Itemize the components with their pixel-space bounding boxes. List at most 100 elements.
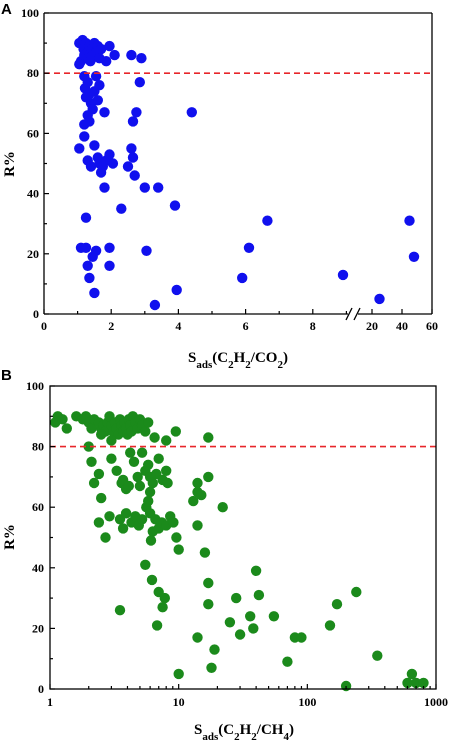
data-point <box>96 429 107 440</box>
data-point <box>149 432 160 443</box>
data-point <box>141 245 152 256</box>
panel-b-letter: B <box>1 367 12 384</box>
panel-a-y-axis-title: R% <box>2 151 18 177</box>
axis-title-part: S <box>194 722 202 738</box>
data-point <box>248 623 259 634</box>
data-point <box>94 80 105 91</box>
data-point <box>116 203 127 214</box>
y-tick-label: 0 <box>38 682 44 696</box>
y-tick-label: 40 <box>32 561 44 575</box>
axis-break-mark <box>345 307 353 321</box>
y-tick-label: 60 <box>32 500 44 514</box>
data-point <box>250 565 262 576</box>
data-point <box>253 589 265 601</box>
axis-title-part: ads <box>196 359 213 371</box>
data-point <box>173 668 184 680</box>
data-point <box>351 586 362 598</box>
axis-title-part: H <box>240 722 252 738</box>
data-point <box>408 251 420 262</box>
x-tick-label: 20 <box>366 319 378 333</box>
axis-title-part: 2 <box>245 359 251 371</box>
y-tick-label: 100 <box>21 6 39 20</box>
panel-a-points <box>74 34 420 311</box>
axis-title-part: /CH <box>256 722 284 738</box>
data-point <box>136 514 148 525</box>
axis-title-part: 2 <box>277 359 283 371</box>
axis-title-part: H <box>234 350 246 366</box>
x-tick-label: 0 <box>41 319 47 333</box>
data-point <box>171 532 182 543</box>
data-point <box>203 577 214 589</box>
data-point <box>89 140 100 151</box>
data-point <box>147 477 158 489</box>
data-point <box>101 56 112 67</box>
data-point <box>89 287 100 299</box>
data-point <box>192 520 203 531</box>
panel-a-letter: A <box>1 1 12 18</box>
data-point <box>136 447 148 458</box>
data-point <box>90 245 102 256</box>
axis-title-part: ads <box>202 731 219 743</box>
data-point <box>111 465 122 476</box>
x-tick-label: 1 <box>47 695 53 709</box>
data-point <box>109 49 120 61</box>
data-point <box>402 677 413 689</box>
data-point <box>324 620 336 631</box>
data-point <box>99 182 110 193</box>
data-point <box>106 453 117 464</box>
data-point <box>93 517 105 528</box>
data-point <box>99 107 110 118</box>
data-point <box>57 414 68 425</box>
data-point <box>127 116 139 127</box>
data-point <box>161 465 172 476</box>
data-point <box>122 161 134 172</box>
data-point <box>128 456 140 467</box>
axis-title-part: 2 <box>234 731 240 743</box>
axis-title-part: 2 <box>251 731 257 743</box>
data-point <box>88 477 100 489</box>
data-point <box>132 471 143 483</box>
x-tick-label: 2 <box>108 319 114 333</box>
data-point <box>92 95 104 106</box>
data-point <box>86 423 97 434</box>
data-point <box>245 611 256 622</box>
data-point <box>231 592 242 604</box>
data-point <box>206 662 217 673</box>
data-point <box>170 426 181 437</box>
data-point <box>296 632 307 643</box>
data-point <box>268 611 280 622</box>
data-point <box>100 532 111 543</box>
data-point <box>217 502 228 513</box>
data-point <box>143 495 154 507</box>
data-point <box>104 149 115 160</box>
data-point <box>192 477 203 489</box>
data-point <box>117 523 129 534</box>
axis-title-part: S <box>188 350 196 366</box>
data-point <box>192 632 203 643</box>
data-point <box>173 544 184 555</box>
data-point <box>123 480 134 492</box>
data-point <box>151 620 163 631</box>
data-point <box>126 49 137 61</box>
panel-a-x-axis-title: Sads(C2H2/CO2) <box>188 350 288 371</box>
data-point <box>169 200 181 211</box>
data-point <box>120 508 132 519</box>
data-point <box>418 677 429 689</box>
y-tick-label: 80 <box>32 440 44 454</box>
x-tick-label: 6 <box>243 319 249 333</box>
data-point <box>171 284 182 296</box>
axis-title-part: (C <box>218 722 234 738</box>
data-point <box>404 215 415 226</box>
data-point <box>95 43 107 55</box>
x-tick-label: 8 <box>310 319 316 333</box>
data-point <box>126 143 137 154</box>
data-point <box>282 656 293 667</box>
data-point <box>61 423 72 434</box>
data-point <box>186 107 197 118</box>
data-point <box>153 453 164 464</box>
data-point <box>234 629 246 640</box>
data-point <box>125 447 136 458</box>
data-point <box>331 599 343 610</box>
data-point <box>161 435 172 446</box>
